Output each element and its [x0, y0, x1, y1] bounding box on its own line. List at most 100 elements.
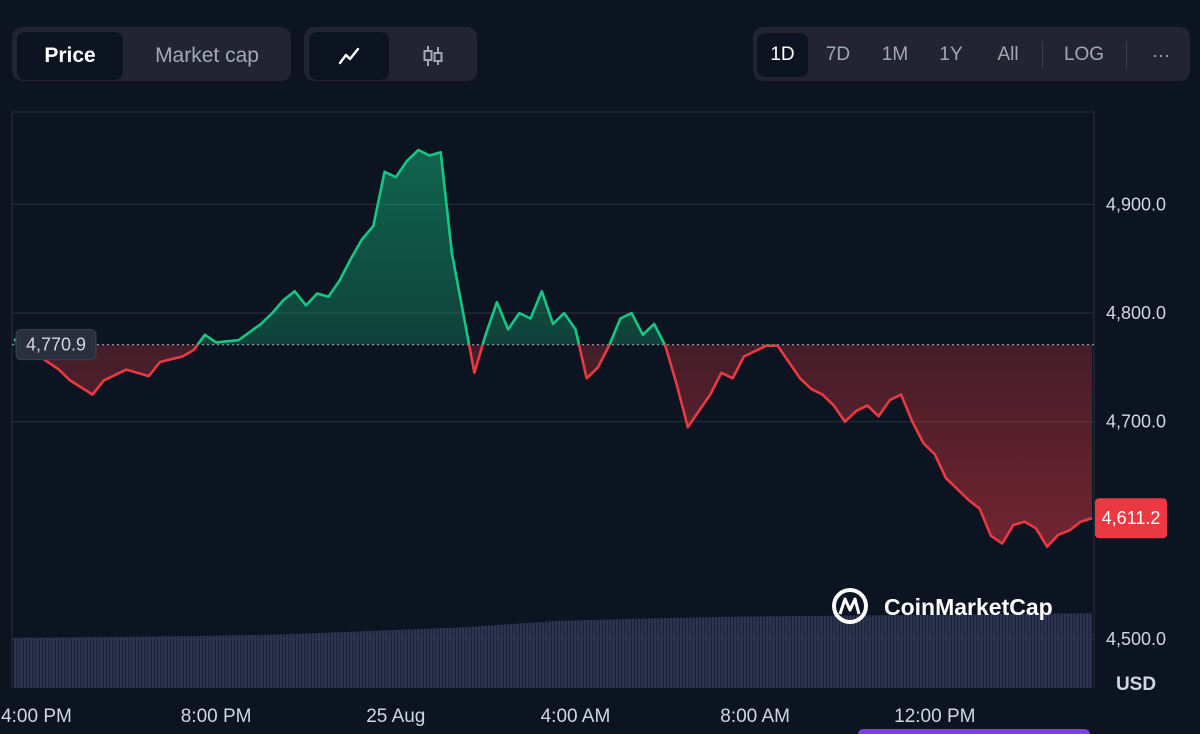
line-chart-button[interactable]: [309, 32, 389, 80]
volume-bar: [756, 616, 759, 688]
y-tick-label: 4,800.0: [1106, 303, 1166, 323]
tab-market-cap[interactable]: Market cap: [155, 44, 259, 67]
coinmarketcap-logo-icon: [832, 588, 868, 624]
volume-bar: [913, 614, 916, 688]
volume-bar: [692, 617, 695, 688]
volume-bar: [967, 614, 971, 688]
volume-bar: [746, 616, 750, 688]
volume-bar: [17, 637, 20, 688]
volume-bar: [142, 636, 145, 688]
volume-bar: [714, 617, 718, 688]
range-1d-button[interactable]: 1D: [757, 33, 808, 77]
volume-bar: [890, 615, 894, 688]
volume-bar: [737, 616, 740, 688]
range-1m-button[interactable]: 1M: [881, 44, 909, 65]
price-area-below: [14, 344, 1092, 547]
volume-bar: [494, 625, 497, 688]
volume-bar: [974, 614, 977, 688]
volume-bar: [263, 634, 267, 688]
volume-bar: [286, 634, 289, 688]
volume-bar: [698, 617, 702, 688]
volume-bar: [858, 615, 862, 688]
volume-bar: [369, 630, 372, 688]
volume-bar: [634, 618, 638, 688]
price-line-above: [13, 148, 779, 345]
volume-bar: [526, 622, 529, 688]
volume-bar: [433, 628, 436, 688]
more-options-button[interactable]: ···: [1152, 44, 1170, 65]
volume-bar: [417, 629, 420, 688]
x-tick-label: 8:00 PM: [181, 706, 252, 727]
volume-bar: [702, 617, 705, 688]
log-scale-button[interactable]: LOG: [1063, 44, 1105, 65]
tab-price[interactable]: Price: [17, 32, 123, 80]
volume-bar: [599, 619, 603, 688]
volume-bar: [430, 628, 433, 688]
volume-bar: [1079, 613, 1083, 688]
volume-bar: [167, 636, 171, 688]
volume-bar: [708, 617, 711, 688]
volume-bar: [647, 618, 651, 688]
volume-bar: [596, 619, 599, 688]
volume-bar: [330, 632, 334, 688]
volume-bar: [961, 614, 964, 688]
range-7d-button[interactable]: 7D: [825, 44, 851, 65]
volume-bar: [65, 637, 68, 688]
volume-bar: [279, 634, 283, 688]
volume-bar: [810, 615, 814, 688]
volume-bar: [71, 637, 75, 688]
volume-bar: [590, 620, 593, 688]
range-1y-button[interactable]: 1Y: [939, 44, 963, 65]
volume-bar: [324, 632, 327, 688]
coinmarketcap-logo-mark: [838, 597, 861, 615]
volume-bar: [113, 636, 116, 688]
volume-bar: [516, 623, 519, 688]
volume-bar: [497, 624, 500, 688]
volume-bar: [202, 635, 206, 688]
volume-bar: [401, 629, 404, 688]
volume-bar: [535, 622, 539, 688]
volume-bar: [929, 614, 932, 688]
volume-bar: [116, 636, 119, 688]
volume-bar: [545, 621, 548, 688]
volume-bar: [865, 615, 868, 688]
x-axis-labels: 4:00 PM 8:00 PM 25 Aug 4:00 AM 8:00 AM 12:00 …: [1, 706, 975, 727]
volume-bar: [657, 618, 660, 688]
volume-bar: [641, 618, 644, 688]
volume-bar: [586, 620, 590, 688]
range-all-button[interactable]: All: [997, 44, 1019, 65]
volume-bar: [670, 617, 673, 688]
volume-bar: [782, 616, 785, 688]
volume-bar: [244, 635, 247, 688]
volume-bar: [222, 635, 225, 688]
volume-bar: [468, 626, 471, 688]
volume-bar: [874, 615, 878, 688]
volume-bar: [567, 620, 571, 688]
volume-bar: [906, 615, 910, 688]
volume-bar: [110, 636, 113, 688]
volume-bar: [775, 616, 779, 688]
volume-bar: [615, 619, 619, 688]
volume-bar: [138, 636, 142, 688]
volume-bar: [833, 615, 836, 688]
volume-bar: [164, 636, 167, 688]
volume-bar: [801, 616, 804, 688]
volume-bar: [356, 631, 359, 688]
candlestick-button[interactable]: [394, 32, 472, 80]
volume-bar: [414, 629, 417, 688]
volume-bar: [106, 636, 110, 688]
volume-bar: [462, 627, 465, 688]
volume-bar: [1002, 614, 1006, 688]
volume-bar: [190, 636, 193, 688]
reference-price-label-bg: [15, 329, 97, 361]
volume-bar: [983, 614, 987, 688]
volume-bar: [478, 626, 481, 688]
divider: [1126, 41, 1127, 69]
volume-bar: [55, 637, 59, 688]
volume-bar: [945, 614, 948, 688]
volume-bar: [1073, 613, 1076, 688]
volume-bar: [1022, 613, 1025, 688]
volume-bar: [481, 626, 484, 688]
volume-bar: [734, 616, 737, 688]
